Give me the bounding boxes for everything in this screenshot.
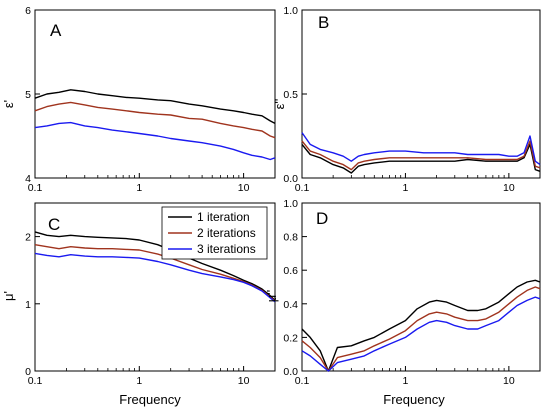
y-tick-label-a-1: 5 <box>25 89 31 101</box>
y-tick-label-a-2: 6 <box>25 5 31 17</box>
y-tick-label-d-4: 0.8 <box>283 232 298 244</box>
series-line-d-2 <box>301 286 541 372</box>
ylabel-c: μ' <box>1 291 16 301</box>
plot-b-marks: 0.1 1 10 0.0 0.5 1.0 <box>283 5 541 194</box>
legend: 1 iteration 2 iterations 3 iterations <box>161 206 268 260</box>
y-tick-label-d-5: 1.0 <box>283 198 298 210</box>
x-tick-label-a-2: 10 <box>238 182 250 194</box>
ylabel-d: μ'' <box>264 290 279 302</box>
x-tick-label-a-1: 1 <box>136 182 142 194</box>
x-tick-label-b-2: 10 <box>503 182 515 194</box>
panel-letter-a: A <box>50 21 62 40</box>
series-line-a-3 <box>34 121 276 161</box>
x-tick-label-c-1: 1 <box>136 375 142 387</box>
series-line-c-3 <box>34 252 276 303</box>
panel-letter-c: C <box>48 215 60 234</box>
legend-label-3: 3 iterations <box>197 242 256 256</box>
x-tick-label-a-0: 0.1 <box>28 182 43 194</box>
y-tick-label-b-1: 0.5 <box>283 89 298 101</box>
y-tick-label-d-1: 0.2 <box>283 332 298 344</box>
series-line-b-1 <box>301 143 541 174</box>
panel-a: 0.1 1 10 4 5 6 A ε' <box>1 5 276 194</box>
plot-area-a <box>34 9 276 179</box>
series-line-d-3 <box>301 296 541 372</box>
x-tick-label-b-1: 1 <box>403 182 409 194</box>
y-tick-label-b-0: 0.0 <box>283 173 298 185</box>
y-tick-label-c-1: 1 <box>25 299 31 311</box>
series-line-b-2 <box>301 140 541 171</box>
xlabel-d: Frequency <box>383 392 445 407</box>
plot-d-marks: 0.1 1 10 0.0 0.2 0.4 0.6 0.8 1.0 <box>283 198 541 387</box>
x-tick-label-b-0: 0.1 <box>295 182 310 194</box>
panel-d: 0.1 1 10 0.0 0.2 0.4 0.6 0.8 1.0 D μ'' Frequency <box>264 198 541 407</box>
plot-area-c <box>34 202 276 372</box>
y-tick-label-d-3: 0.6 <box>283 265 298 277</box>
legend-label-2: 2 iterations <box>197 226 256 240</box>
x-tick-label-c-2: 10 <box>238 375 250 387</box>
ylabel-b: ε'' <box>272 99 287 110</box>
plot-area-d <box>301 202 541 372</box>
y-tick-label-a-0: 4 <box>25 173 31 185</box>
legend-label-1: 1 iteration <box>197 210 250 224</box>
panel-b: 0.1 1 10 0.0 0.5 1.0 B ε'' <box>272 5 541 194</box>
x-tick-label-d-0: 0.1 <box>295 375 310 387</box>
x-tick-label-d-1: 1 <box>403 375 409 387</box>
y-tick-label-d-2: 0.4 <box>283 299 298 311</box>
series-line-a-2 <box>34 101 276 139</box>
y-tick-label-b-2: 1.0 <box>283 5 298 17</box>
x-tick-label-d-2: 10 <box>503 375 515 387</box>
y-tick-label-c-0: 0 <box>25 366 31 378</box>
panel-c: 0.1 1 10 0 1 2 C μ' Frequency <box>1 202 276 407</box>
x-tick-label-c-0: 0.1 <box>28 375 43 387</box>
y-tick-label-d-0: 0.0 <box>283 366 298 378</box>
panel-letter-b: B <box>318 13 329 32</box>
series-line-a-1 <box>34 89 276 125</box>
plot-a-marks: 0.1 1 10 4 5 6 <box>25 5 276 194</box>
panel-letter-d: D <box>316 209 328 228</box>
xlabel-c: Frequency <box>119 392 181 407</box>
y-tick-label-c-2: 2 <box>25 232 31 244</box>
series-line-d-1 <box>301 279 541 372</box>
series-line-b-3 <box>301 132 541 166</box>
ylabel-a: ε' <box>1 100 16 108</box>
